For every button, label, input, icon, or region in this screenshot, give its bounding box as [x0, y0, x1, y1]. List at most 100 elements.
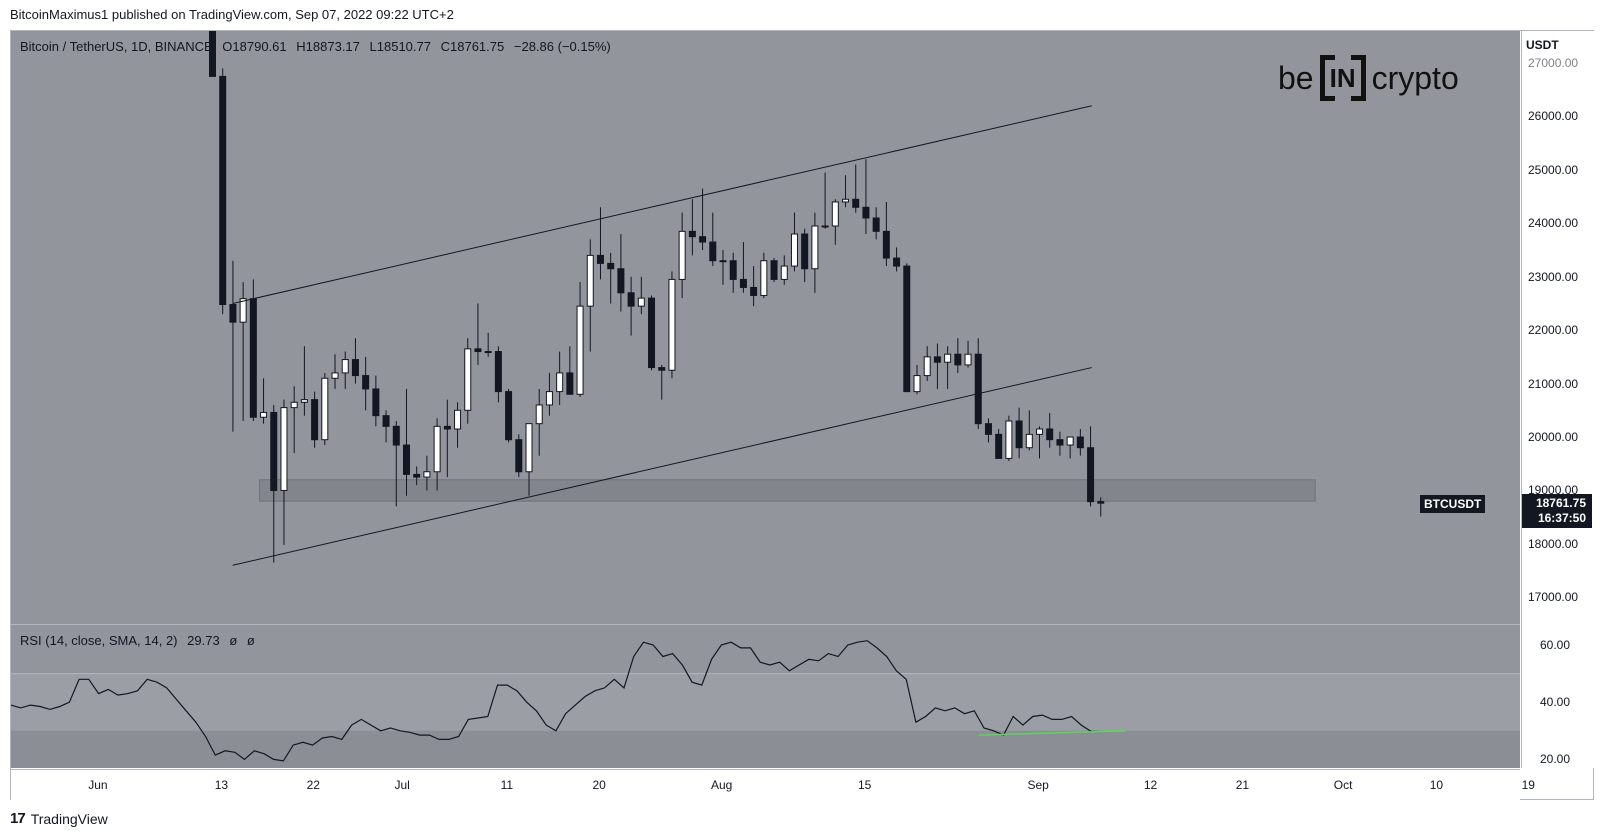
time-tick-label: Jun — [88, 778, 108, 792]
candle-body — [893, 257, 901, 267]
brand-box: IN — [1319, 55, 1366, 101]
candle-body — [637, 297, 645, 307]
candle-body — [882, 230, 890, 259]
candle-body — [280, 407, 288, 491]
time-tick-label: Jul — [394, 778, 410, 792]
price-tick-label: 18000.00 — [1528, 536, 1579, 551]
candle-body — [454, 409, 462, 430]
candle-body — [1046, 428, 1054, 441]
candle-body — [954, 353, 962, 366]
candle-body — [474, 348, 482, 353]
candle-body — [627, 292, 635, 307]
candle-body — [750, 286, 758, 296]
beincrypto-logo: be IN crypto — [1278, 52, 1459, 104]
rsi-line — [10, 640, 1101, 762]
rsi-divergence-line — [978, 730, 1127, 736]
candle-body — [903, 265, 911, 393]
tradingview-logo-icon: 17 — [10, 810, 26, 827]
candle-body — [658, 367, 666, 371]
time-axis[interactable] — [11, 769, 1520, 800]
bar-countdown: 16:37:50 — [1537, 511, 1586, 525]
candle-body — [586, 254, 594, 307]
time-tick-label: 11 — [500, 778, 514, 792]
candle-body — [1087, 447, 1095, 503]
candle-body — [1036, 428, 1044, 435]
candle-body — [1056, 439, 1064, 446]
rsi-title: RSI (14, close, SMA, 14, 2) — [20, 633, 178, 648]
price-pane[interactable] — [11, 31, 1520, 624]
brand-mid: IN — [1329, 63, 1356, 93]
high-value: 18873.17 — [305, 39, 360, 54]
candle-body — [780, 265, 788, 280]
candle-body — [311, 399, 319, 441]
open-label: O — [222, 39, 233, 54]
candle-body — [923, 356, 931, 377]
time-tick-label: 10 — [1429, 778, 1444, 792]
candle-body — [433, 425, 441, 473]
time-tick-label: Oct — [1333, 778, 1353, 792]
candle-body — [219, 75, 227, 306]
candle-body — [351, 359, 359, 377]
candle-body — [739, 278, 747, 288]
support-zone — [259, 479, 1316, 502]
brand-left: be — [1278, 59, 1314, 96]
price-axis[interactable] — [1521, 31, 1594, 768]
rsi-tick-label: 60.00 — [1540, 638, 1571, 653]
candle-body — [209, 31, 216, 77]
symbol-title: Bitcoin / TetherUS, 1D, BINANCE — [20, 39, 213, 54]
candle-body — [382, 415, 390, 427]
tradingview-footer[interactable]: 17 TradingView — [10, 810, 108, 827]
time-tick-label: 22 — [306, 778, 320, 792]
candle-body — [1015, 420, 1023, 449]
time-tick-label: 13 — [214, 778, 229, 792]
candle-body — [321, 377, 329, 441]
time-tick-label: 21 — [1235, 778, 1250, 792]
candle-body — [566, 372, 574, 395]
candle-body — [699, 236, 707, 243]
rsi-extra-1: ø — [229, 633, 238, 648]
price-tick-label: 19000.00 — [1528, 483, 1579, 498]
candle-body — [392, 425, 400, 446]
open-value: 18790.61 — [232, 39, 287, 54]
candle-body — [402, 444, 410, 475]
candle-body — [770, 260, 778, 280]
candle-body — [229, 304, 237, 323]
candle-body — [790, 233, 798, 267]
symbol-legend: Bitcoin / TetherUS, 1D, BINANCE O18790.6… — [20, 39, 611, 54]
candle-body — [362, 375, 370, 390]
last-price-value: 18761.75 — [1535, 496, 1586, 510]
candle-body — [831, 201, 839, 227]
candle-body — [423, 471, 431, 478]
candle-body — [290, 401, 298, 409]
candles-group — [209, 31, 1105, 563]
candle-body — [913, 375, 921, 393]
price-tick-label: 26000.00 — [1528, 109, 1579, 124]
pane-separator[interactable] — [11, 624, 1520, 625]
rsi-band-fill — [11, 673, 1520, 731]
candle-body — [964, 353, 972, 366]
candle-body — [270, 411, 278, 491]
candle-body — [249, 298, 257, 418]
candle-body — [260, 411, 268, 418]
last-price-badge: 18761.75 16:37:50 — [1522, 494, 1592, 528]
close-value: 18761.75 — [450, 39, 505, 54]
price-tick-label: 24000.00 — [1528, 216, 1579, 231]
rsi-tick-label: 40.00 — [1540, 695, 1571, 710]
price-tick-label: 21000.00 — [1528, 376, 1579, 391]
rsi-legend: RSI (14, close, SMA, 14, 2) 29.73 ø ø — [20, 633, 255, 648]
candle-body — [760, 260, 768, 296]
candle-body — [607, 262, 615, 270]
candle-body — [1005, 420, 1013, 459]
candle-body — [709, 241, 717, 262]
candle-body — [515, 439, 523, 473]
candle-body — [300, 399, 308, 403]
candle-body — [505, 391, 513, 441]
candle-body — [341, 359, 349, 374]
candle-body — [801, 233, 809, 270]
candle-body — [821, 225, 829, 228]
candle-body — [648, 297, 656, 369]
price-tick-label: 20000.00 — [1528, 430, 1579, 445]
channel-upper-line — [232, 105, 1092, 304]
candle-body — [1066, 436, 1074, 446]
